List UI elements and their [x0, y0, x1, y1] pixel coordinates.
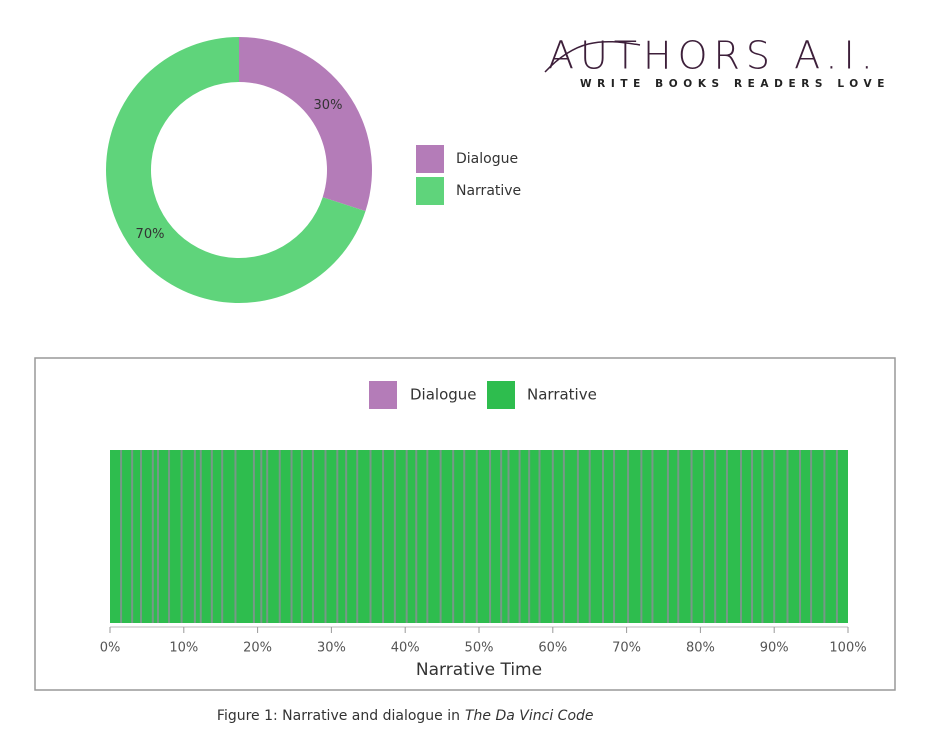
x-tick-label: 70% — [612, 641, 641, 656]
slice-label: 70% — [136, 227, 165, 242]
legend-label: Narrative — [456, 183, 521, 199]
logo-tagline: WRITE BOOKS READERS LOVE — [580, 78, 890, 90]
legend-swatch — [416, 145, 444, 173]
dialogue-stripe — [210, 450, 213, 623]
dialogue-stripe — [651, 450, 654, 623]
dialogue-stripe — [260, 450, 263, 623]
dialogue-stripe — [739, 450, 742, 623]
dialogue-stripe — [627, 450, 630, 623]
dialogue-stripe — [500, 450, 503, 623]
dialogue-stripe — [234, 450, 237, 623]
donut-slice — [105, 37, 366, 303]
dialogue-stripe — [168, 450, 171, 623]
narrative-band — [110, 450, 848, 623]
dialogue-stripe — [551, 450, 554, 623]
strip-frame — [34, 357, 896, 691]
dialogue-stripe — [193, 450, 196, 623]
dialogue-stripe — [714, 450, 717, 623]
dialogue-stripe — [463, 450, 466, 623]
dialogue-stripe — [180, 450, 183, 623]
dialogue-stripe — [278, 450, 281, 623]
dialogue-stripe — [761, 450, 764, 623]
dialogue-stripe — [324, 450, 327, 623]
dialogue-stripe — [266, 450, 269, 623]
x-tick-label: 60% — [538, 641, 567, 656]
dialogue-stripe — [562, 450, 565, 623]
logo-swoosh — [544, 40, 641, 73]
dialogue-stripe — [393, 450, 396, 623]
dialogue-stripe — [345, 450, 348, 623]
caption-text: Figure 1: Narrative and dialogue in — [217, 708, 460, 724]
dialogue-stripe — [151, 450, 154, 623]
dialogue-stripe — [773, 450, 776, 623]
x-tick-label: 30% — [317, 641, 346, 656]
x-tick-label: 10% — [169, 641, 198, 656]
dialogue-stripe — [426, 450, 429, 623]
dialogue-stripe — [613, 450, 616, 623]
x-tick-label: 50% — [465, 641, 494, 656]
dialogue-stripe — [475, 450, 478, 623]
dialogue-stripe — [677, 450, 680, 623]
dialogue-stripe — [120, 450, 123, 623]
caption-title: The Da Vinci Code — [465, 708, 594, 724]
dialogue-stripe — [835, 450, 838, 623]
x-tick-label: 80% — [686, 641, 715, 656]
legend-swatch — [416, 177, 444, 205]
dialogue-stripe — [369, 450, 372, 623]
dialogue-stripe — [356, 450, 359, 623]
dialogue-stripe — [405, 450, 408, 623]
x-tick-label: 0% — [100, 641, 121, 656]
dialogue-stripe — [131, 450, 134, 623]
x-tick-label: 100% — [829, 641, 866, 656]
dialogue-stripe — [576, 450, 579, 623]
donut-slice — [239, 37, 372, 212]
dialogue-stripe — [290, 450, 293, 623]
dialogue-stripe — [810, 450, 813, 623]
x-tick-label: 90% — [760, 641, 789, 656]
dialogue-stripe — [799, 450, 802, 623]
dialogue-stripe — [452, 450, 455, 623]
dialogue-stripe — [538, 450, 541, 623]
legend-swatch — [369, 381, 397, 409]
dialogue-stripe — [336, 450, 339, 623]
legend-swatch — [487, 381, 515, 409]
dialogue-stripe — [751, 450, 754, 623]
dialogue-stripe — [823, 450, 826, 623]
dialogue-stripe — [690, 450, 693, 623]
dialogue-stripe — [300, 450, 303, 623]
legend-label: Dialogue — [456, 151, 518, 167]
dialogue-stripe — [507, 450, 510, 623]
legend-label: Narrative — [527, 386, 597, 404]
dialogue-stripe — [139, 450, 142, 623]
dialogue-stripe — [703, 450, 706, 623]
x-tick-label: 40% — [391, 641, 420, 656]
dialogue-stripe — [156, 450, 159, 623]
dialogue-stripe — [415, 450, 418, 623]
dialogue-stripe — [601, 450, 604, 623]
dialogue-stripe — [588, 450, 591, 623]
dialogue-stripe — [640, 450, 643, 623]
dialogue-stripe — [439, 450, 442, 623]
legend-label: Dialogue — [410, 386, 477, 404]
dialogue-stripe — [518, 450, 521, 623]
x-tick-label: 20% — [243, 641, 272, 656]
dialogue-stripe — [382, 450, 385, 623]
dialogue-stripe — [489, 450, 492, 623]
dialogue-stripe — [311, 450, 314, 623]
dialogue-stripe — [786, 450, 789, 623]
logo-name: AUTHORS A.I. — [548, 34, 879, 78]
dialogue-stripe — [725, 450, 728, 623]
dialogue-stripe — [199, 450, 202, 623]
x-axis-title: Narrative Time — [416, 660, 542, 680]
slice-label: 30% — [314, 98, 343, 113]
dialogue-stripe — [221, 450, 224, 623]
dialogue-stripe — [252, 450, 255, 623]
dialogue-stripe — [666, 450, 669, 623]
dialogue-stripe — [528, 450, 531, 623]
